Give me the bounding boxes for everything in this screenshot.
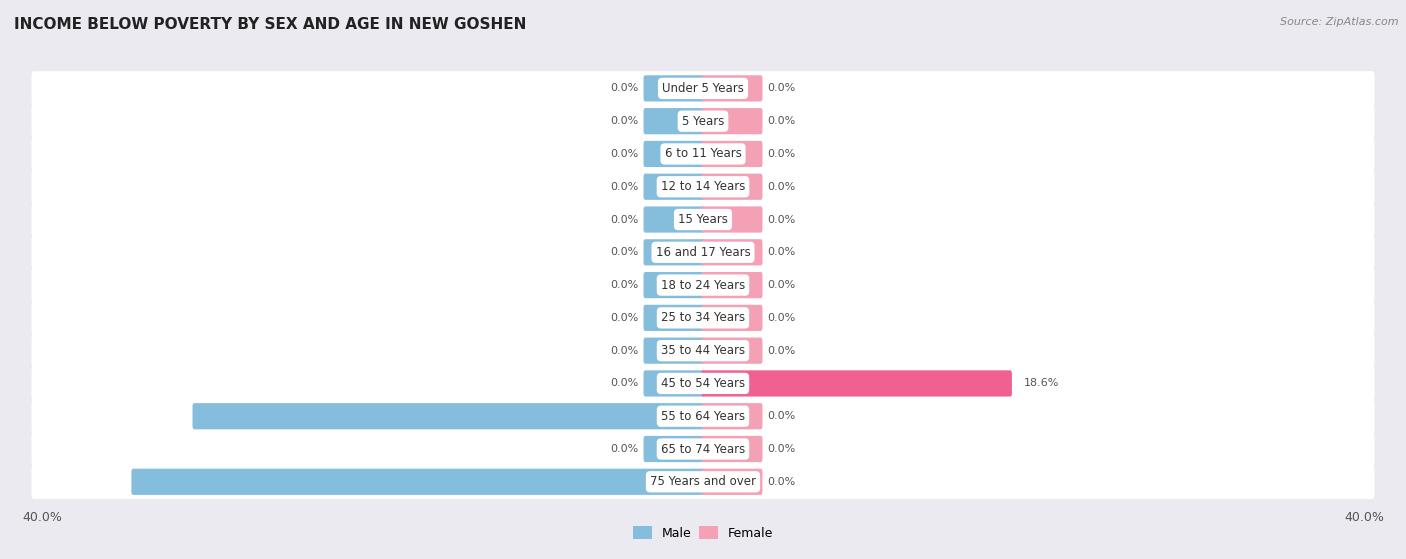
FancyBboxPatch shape xyxy=(702,305,762,331)
FancyBboxPatch shape xyxy=(31,334,1375,368)
FancyBboxPatch shape xyxy=(702,272,762,298)
FancyBboxPatch shape xyxy=(644,370,704,396)
Text: 0.0%: 0.0% xyxy=(610,247,638,257)
Text: 0.0%: 0.0% xyxy=(768,345,796,356)
FancyBboxPatch shape xyxy=(31,104,1375,139)
Text: 0.0%: 0.0% xyxy=(610,116,638,126)
Text: 0.0%: 0.0% xyxy=(610,215,638,225)
Text: 0.0%: 0.0% xyxy=(768,313,796,323)
Text: 18.6%: 18.6% xyxy=(1024,378,1059,389)
Text: 25 to 34 Years: 25 to 34 Years xyxy=(661,311,745,324)
FancyBboxPatch shape xyxy=(702,141,762,167)
FancyBboxPatch shape xyxy=(31,235,1375,269)
Text: 0.0%: 0.0% xyxy=(610,444,638,454)
FancyBboxPatch shape xyxy=(131,468,704,495)
FancyBboxPatch shape xyxy=(31,301,1375,335)
FancyBboxPatch shape xyxy=(702,436,762,462)
Text: 0.0%: 0.0% xyxy=(768,411,796,421)
FancyBboxPatch shape xyxy=(702,370,1012,396)
Text: 0.0%: 0.0% xyxy=(768,116,796,126)
FancyBboxPatch shape xyxy=(31,399,1375,433)
Text: 55 to 64 Years: 55 to 64 Years xyxy=(661,410,745,423)
FancyBboxPatch shape xyxy=(644,108,704,134)
FancyBboxPatch shape xyxy=(644,141,704,167)
Text: 6 to 11 Years: 6 to 11 Years xyxy=(665,148,741,160)
FancyBboxPatch shape xyxy=(31,137,1375,171)
FancyBboxPatch shape xyxy=(644,338,704,364)
FancyBboxPatch shape xyxy=(702,174,762,200)
Text: 15 Years: 15 Years xyxy=(678,213,728,226)
Text: 0.0%: 0.0% xyxy=(610,182,638,192)
Text: 45 to 54 Years: 45 to 54 Years xyxy=(661,377,745,390)
Text: 0.0%: 0.0% xyxy=(768,83,796,93)
Text: 0.0%: 0.0% xyxy=(610,149,638,159)
Text: 0.0%: 0.0% xyxy=(768,444,796,454)
Text: 0.0%: 0.0% xyxy=(610,83,638,93)
FancyBboxPatch shape xyxy=(31,169,1375,204)
FancyBboxPatch shape xyxy=(702,403,762,429)
FancyBboxPatch shape xyxy=(702,468,762,495)
FancyBboxPatch shape xyxy=(31,366,1375,401)
FancyBboxPatch shape xyxy=(31,432,1375,466)
FancyBboxPatch shape xyxy=(31,465,1375,499)
Text: 0.0%: 0.0% xyxy=(610,313,638,323)
FancyBboxPatch shape xyxy=(31,71,1375,106)
Text: Under 5 Years: Under 5 Years xyxy=(662,82,744,95)
Text: 16 and 17 Years: 16 and 17 Years xyxy=(655,246,751,259)
FancyBboxPatch shape xyxy=(644,305,704,331)
Text: 30.8%: 30.8% xyxy=(142,411,181,421)
FancyBboxPatch shape xyxy=(644,272,704,298)
Text: Source: ZipAtlas.com: Source: ZipAtlas.com xyxy=(1281,17,1399,27)
FancyBboxPatch shape xyxy=(644,436,704,462)
Text: INCOME BELOW POVERTY BY SEX AND AGE IN NEW GOSHEN: INCOME BELOW POVERTY BY SEX AND AGE IN N… xyxy=(14,17,526,32)
Text: 12 to 14 Years: 12 to 14 Years xyxy=(661,180,745,193)
Text: 0.0%: 0.0% xyxy=(768,149,796,159)
Text: 0.0%: 0.0% xyxy=(610,280,638,290)
Text: 0.0%: 0.0% xyxy=(768,215,796,225)
FancyBboxPatch shape xyxy=(31,202,1375,236)
Text: 75 Years and over: 75 Years and over xyxy=(650,475,756,489)
FancyBboxPatch shape xyxy=(644,239,704,266)
Text: 65 to 74 Years: 65 to 74 Years xyxy=(661,443,745,456)
FancyBboxPatch shape xyxy=(644,206,704,233)
FancyBboxPatch shape xyxy=(702,75,762,102)
Text: 0.0%: 0.0% xyxy=(768,247,796,257)
Text: 0.0%: 0.0% xyxy=(610,345,638,356)
FancyBboxPatch shape xyxy=(31,268,1375,302)
Text: 0.0%: 0.0% xyxy=(768,280,796,290)
Legend: Male, Female: Male, Female xyxy=(628,521,778,545)
Text: 18 to 24 Years: 18 to 24 Years xyxy=(661,278,745,292)
FancyBboxPatch shape xyxy=(702,108,762,134)
Text: 0.0%: 0.0% xyxy=(768,477,796,487)
FancyBboxPatch shape xyxy=(644,174,704,200)
FancyBboxPatch shape xyxy=(193,403,704,429)
Text: 5 Years: 5 Years xyxy=(682,115,724,127)
FancyBboxPatch shape xyxy=(702,206,762,233)
FancyBboxPatch shape xyxy=(702,239,762,266)
FancyBboxPatch shape xyxy=(644,75,704,102)
Text: 34.5%: 34.5% xyxy=(82,477,120,487)
Text: 0.0%: 0.0% xyxy=(610,378,638,389)
Text: 0.0%: 0.0% xyxy=(768,182,796,192)
Text: 35 to 44 Years: 35 to 44 Years xyxy=(661,344,745,357)
FancyBboxPatch shape xyxy=(702,338,762,364)
